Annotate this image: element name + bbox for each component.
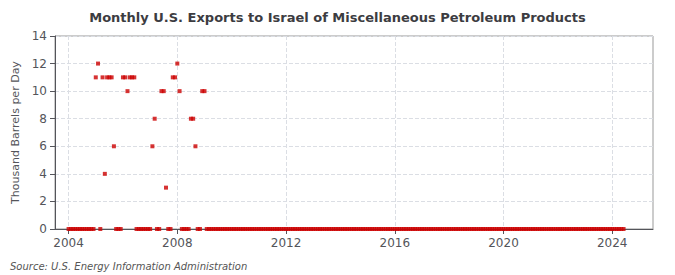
svg-text:Thousand Barrels per Day: Thousand Barrels per Day <box>9 61 22 205</box>
svg-text:Source: U.S. Energy Informatio: Source: U.S. Energy Information Administ… <box>10 261 247 272</box>
svg-text:2008: 2008 <box>162 236 193 250</box>
svg-text:6: 6 <box>39 139 47 153</box>
svg-text:2004: 2004 <box>53 236 84 250</box>
svg-text:4: 4 <box>39 167 47 181</box>
svg-text:12: 12 <box>32 57 47 71</box>
svg-text:2: 2 <box>39 194 47 208</box>
svg-text:2024: 2024 <box>597 236 628 250</box>
svg-text:10: 10 <box>32 84 47 98</box>
svg-text:2012: 2012 <box>271 236 302 250</box>
svg-text:8: 8 <box>39 112 47 126</box>
svg-text:2016: 2016 <box>379 236 410 250</box>
svg-text:0: 0 <box>39 222 47 236</box>
svg-text:Monthly U.S. Exports to Israel: Monthly U.S. Exports to Israel of Miscel… <box>89 10 586 25</box>
svg-text:14: 14 <box>32 29 47 43</box>
svg-text:2020: 2020 <box>488 236 519 250</box>
